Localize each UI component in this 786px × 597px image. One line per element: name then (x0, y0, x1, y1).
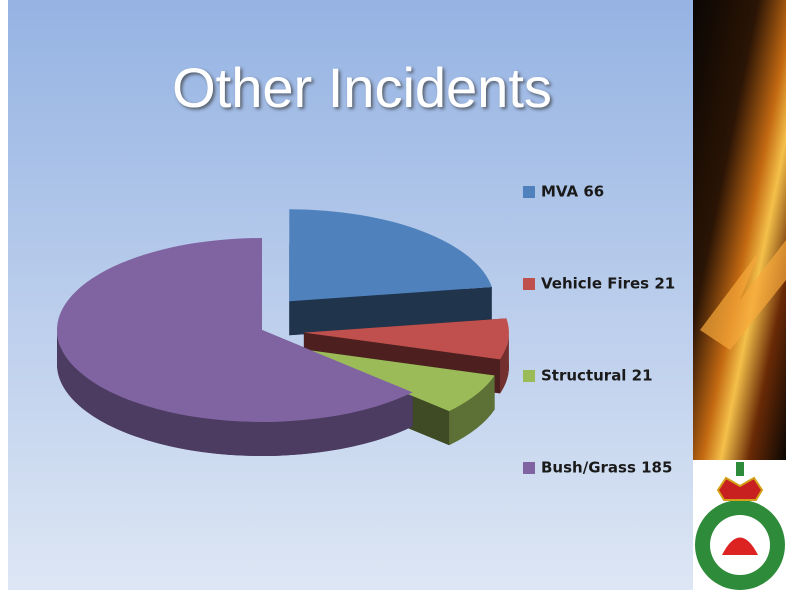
logo-cross (736, 462, 744, 476)
legend-swatch (523, 370, 535, 382)
legend-swatch (523, 462, 535, 474)
legend-swatch (523, 278, 535, 290)
legend-label: Vehicle Fires 21 (541, 275, 675, 293)
rfs-logo (693, 460, 786, 597)
legend-label: Structural 21 (541, 367, 653, 385)
slide: Other Incidents MVA 66 Vehicle Fires 21 St… (0, 0, 786, 597)
page: {"chart_data": {"type": "pie", "title": … (0, 0, 786, 597)
fire-photo (693, 0, 786, 460)
legend-swatch (523, 186, 535, 198)
legend-label: MVA 66 (541, 183, 604, 201)
chart-title: Other Incidents (172, 56, 552, 119)
legend-label: Bush/Grass 185 (541, 459, 672, 477)
